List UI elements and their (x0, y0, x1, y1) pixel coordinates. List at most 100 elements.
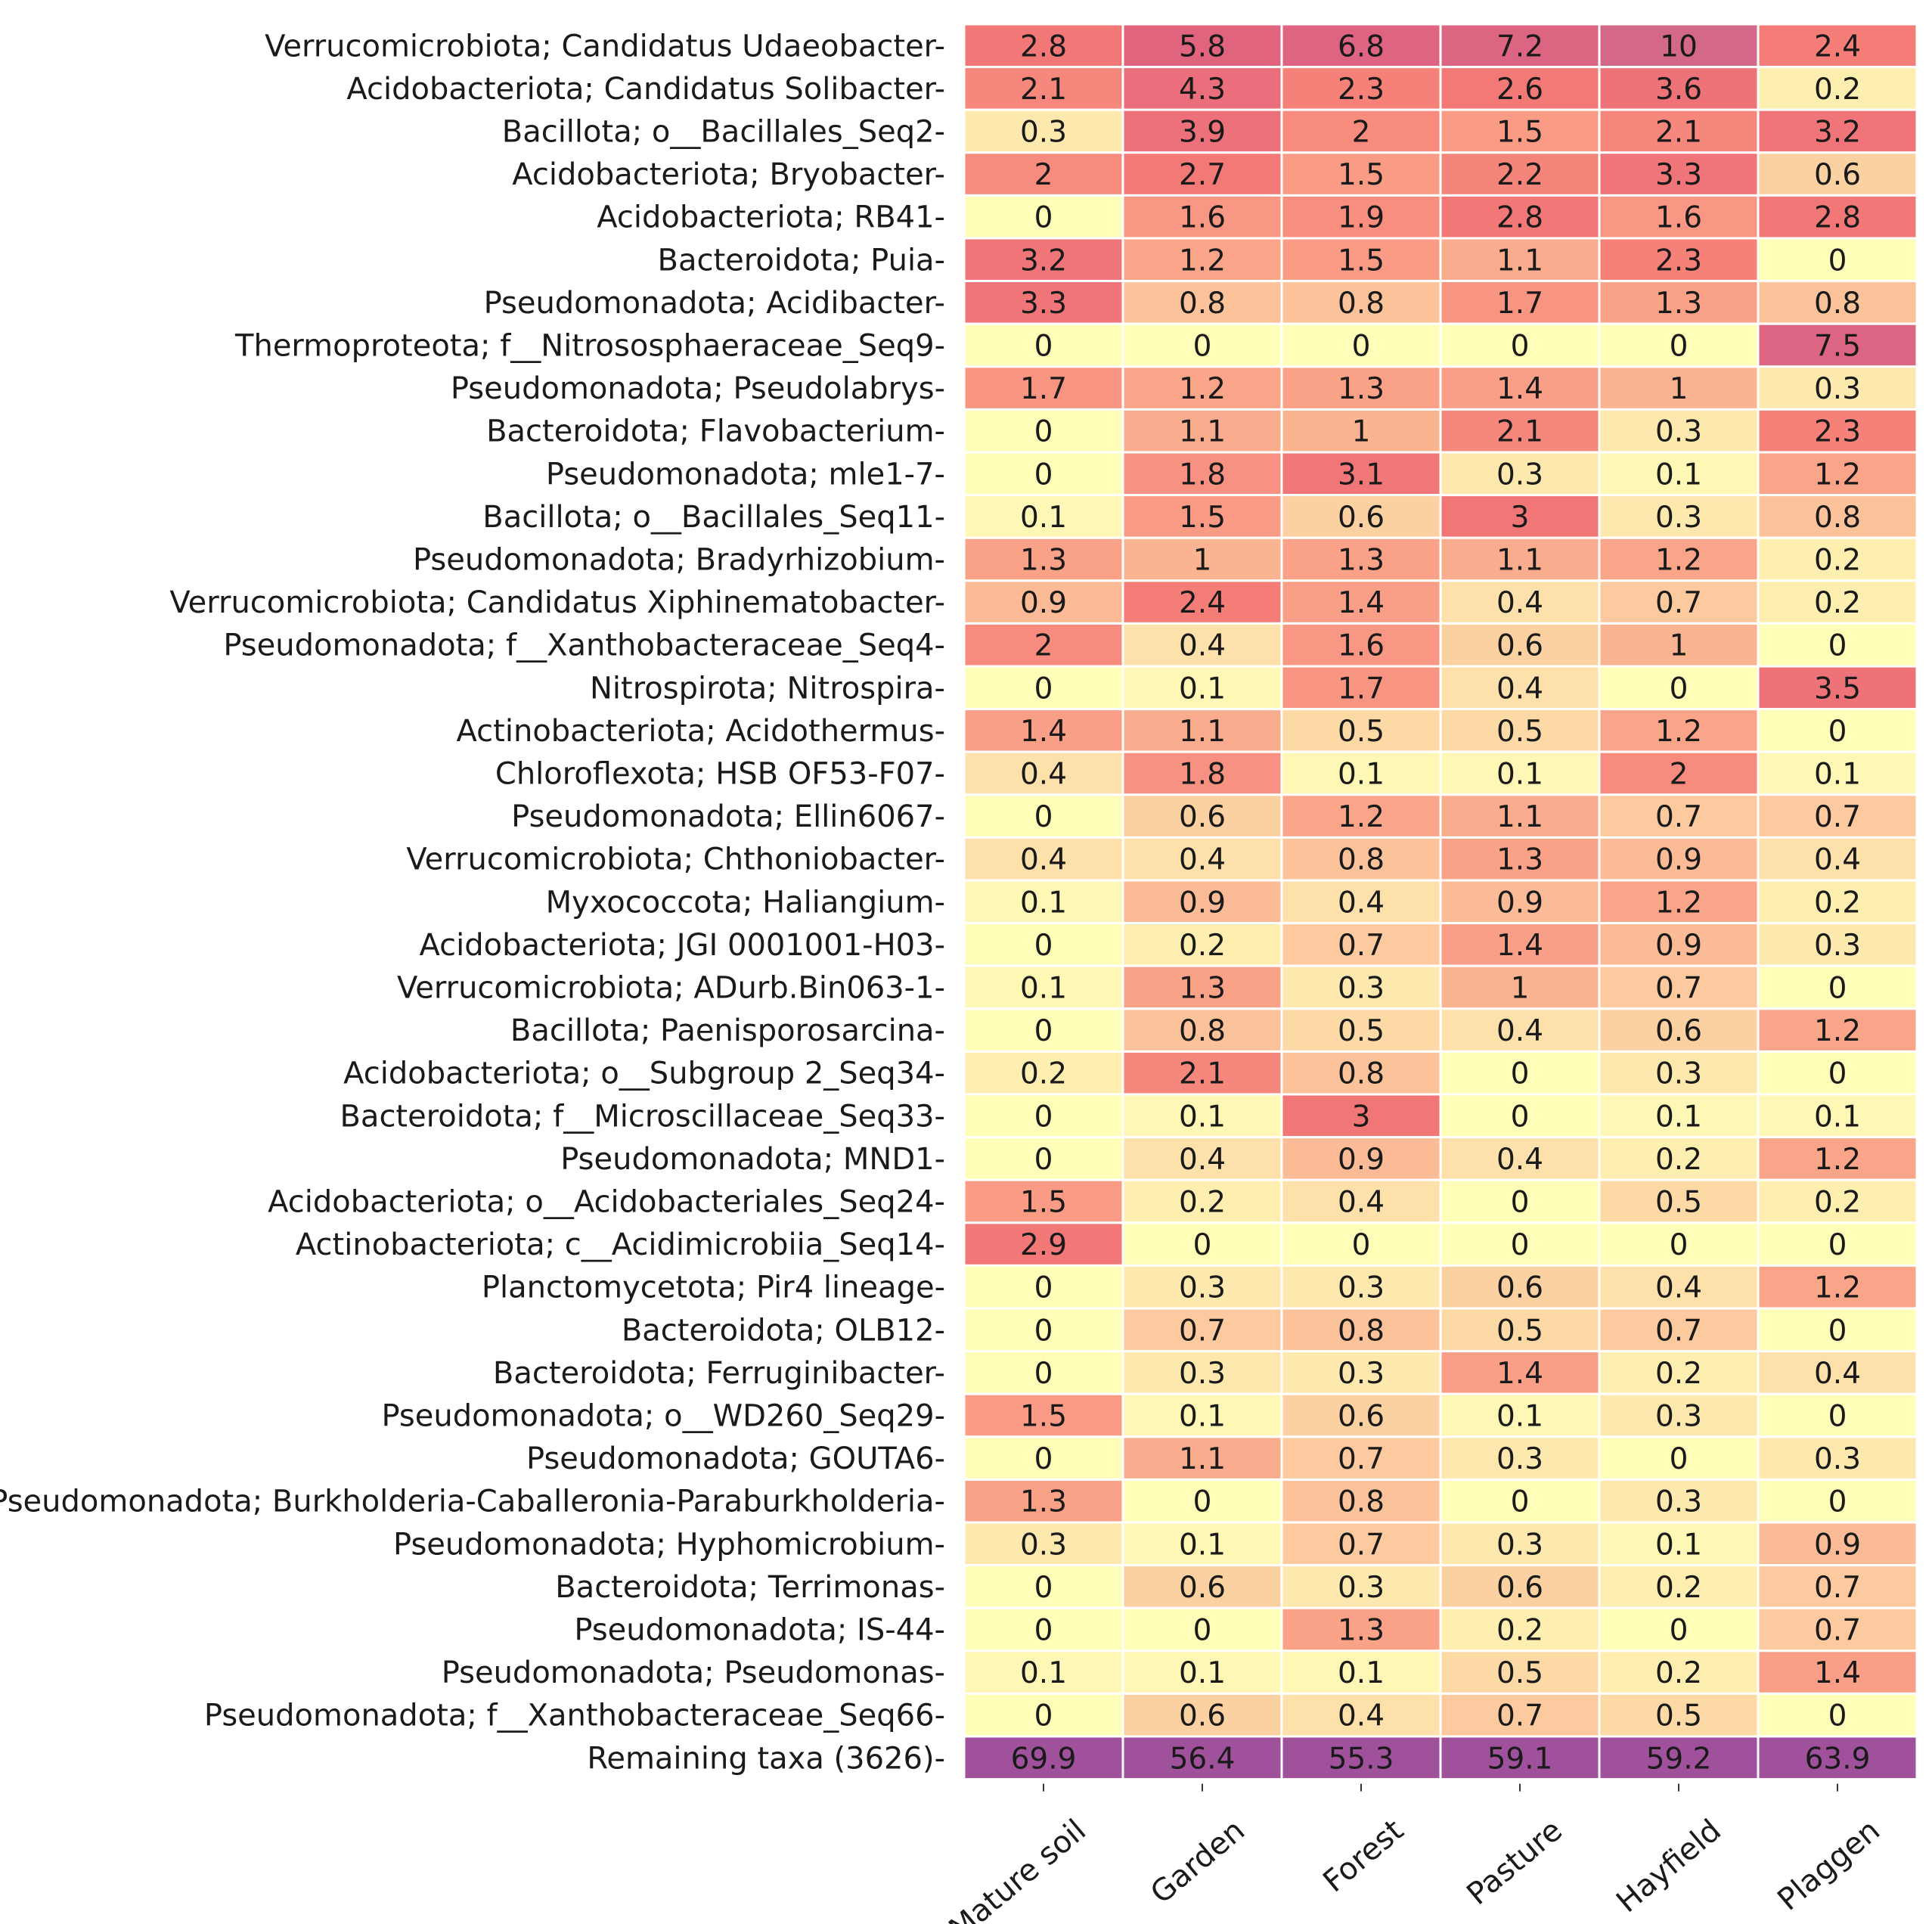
cell-value-label: 0.4 (1496, 1143, 1543, 1177)
cell-value-label: 7.5 (1814, 330, 1861, 364)
heatmap-row: Acidobacteriota; Candidatus Solibacter- 2… (346, 66, 1918, 111)
heatmap-cell (1439, 1392, 1601, 1438)
cell-value-label: 0.4 (1655, 1271, 1702, 1305)
heatmap-cell (1757, 1221, 1918, 1267)
cell-value-label: 0.3 (1338, 1571, 1385, 1605)
cell-value-label: 0.2 (1814, 73, 1861, 107)
cell-value-label: 0 (1352, 1228, 1371, 1262)
heatmap-cell (1757, 23, 1918, 69)
cell-value-label: 0 (1034, 1314, 1053, 1348)
row-label: Verrucomicrobiota; ADurb.Bin063-1- (397, 971, 945, 1006)
heatmap-row: Bacteroidota; Puia- 3.2 1.2 1.5 1.1 2.3 0 (658, 237, 1918, 283)
heatmap-row: Pseudomonadota; MND1- 0 0.4 0.9 0.4 0.2 1.2 (560, 1136, 1918, 1181)
cell-value-label: 1.3 (1338, 544, 1385, 578)
heatmap-cell (1280, 1050, 1442, 1096)
heatmap-row: Thermoproteota; f__Nitrososphaeraceae_Se… (234, 322, 1918, 368)
heatmap-cell (1439, 1007, 1601, 1053)
cell-value-label: 3 (1511, 501, 1530, 535)
heatmap-cell (1280, 1392, 1442, 1438)
column-label: Mature soil (942, 1813, 1092, 1924)
cell-value-label: 1.6 (1179, 201, 1226, 235)
heatmap-cell (1598, 1692, 1760, 1738)
heatmap-cell (1598, 1264, 1760, 1310)
cell-value-label: 0 (1352, 330, 1371, 364)
heatmap-row: Pseudomonadota; f__Xanthobacteraceae_Seq… (223, 622, 1918, 668)
heatmap-cell (1280, 322, 1442, 368)
cell-value-label: 0 (1670, 672, 1689, 706)
cell-value-label: 0.9 (1655, 929, 1702, 963)
row-label: Pseudomonadota; Ellin6067- (511, 799, 945, 834)
cell-value-label: 0.6 (1496, 1571, 1543, 1605)
heatmap-cell (963, 536, 1124, 582)
heatmap-cell (963, 1050, 1124, 1096)
heatmap-cell (1280, 579, 1442, 625)
cell-value-label: 0.1 (1814, 758, 1861, 792)
heatmap-cell (963, 579, 1124, 625)
heatmap-cell (1757, 1264, 1918, 1310)
cell-value-label: 1 (1352, 415, 1371, 449)
row-label: Acidobacteriota; o__Acidobacteriales_Seq… (268, 1185, 945, 1220)
cell-value-label: 5.8 (1179, 29, 1226, 64)
cell-value-label: 0 (1034, 201, 1053, 235)
cell-value-label: 1.3 (1020, 544, 1067, 578)
heatmap-row: Bacteroidota; Flavobacterium- 0 1.1 1 2.1 0.3… (486, 408, 1918, 454)
cell-value-label: 1.2 (1338, 800, 1385, 834)
heatmap-cell (963, 1435, 1124, 1481)
cell-value-label: 0 (1670, 330, 1689, 364)
heatmap-cell (963, 151, 1124, 197)
heatmap-cell (1121, 108, 1283, 154)
cell-value-label: 0.9 (1814, 1528, 1861, 1562)
heatmap-cell (1598, 1392, 1760, 1438)
cell-value-label: 0.3 (1814, 372, 1861, 406)
heatmap-cell (1598, 1564, 1760, 1609)
cell-value-label: 0.6 (1496, 1271, 1543, 1305)
cell-value-label: 0.6 (1655, 1014, 1702, 1048)
heatmap-row: Pseudomonadota; Hyphomicrobium- 0.3 0.1 0.7… (393, 1521, 1918, 1567)
cell-value-label: 0.7 (1338, 1442, 1385, 1476)
cell-value-label: 1.6 (1655, 201, 1702, 235)
heatmap-cell (1757, 1435, 1918, 1481)
cell-value-label: 1.4 (1496, 372, 1543, 406)
heatmap-cell (1598, 536, 1760, 582)
heatmap-cell (1439, 1050, 1601, 1096)
cell-value-label: 1.2 (1814, 1143, 1861, 1177)
heatmap-row: Verrucomicrobiota; Candidatus Xiphinemat… (169, 579, 1918, 625)
cell-value-label: 0.3 (1338, 1271, 1385, 1305)
row-label: Pseudomonadota; GOUTA6- (526, 1441, 945, 1476)
heatmap-cell (1757, 579, 1918, 625)
cell-value-label: 0.8 (1338, 843, 1385, 877)
heatmap-cell (1757, 622, 1918, 668)
heatmap-cell (1439, 1435, 1601, 1481)
cell-value-label: 1.2 (1179, 244, 1226, 278)
cell-value-label: 0 (1034, 415, 1053, 449)
cell-value-label: 0.7 (1338, 929, 1385, 963)
cell-value-label: 0 (1828, 629, 1847, 663)
heatmap-cell (1121, 922, 1283, 967)
heatmap-cell (1121, 964, 1283, 1010)
heatmap-cell (1757, 879, 1918, 925)
cell-value-label: 0.2 (1655, 1656, 1702, 1690)
heatmap-cell (1598, 151, 1760, 197)
cell-value-label: 2.8 (1496, 201, 1543, 235)
cell-value-label: 0.4 (1814, 1357, 1861, 1391)
cell-value-label: 1 (1193, 544, 1212, 578)
heatmap-row-remaining: Remaining taxa (3626)- 69.9 56.4 55.3 59.1 59… (587, 1735, 1918, 1781)
heatmap-cell (963, 280, 1124, 325)
heatmap-cell (1121, 1392, 1283, 1438)
cell-value-label: 4.3 (1179, 73, 1226, 107)
cell-value-label: 0.1 (1020, 1656, 1067, 1690)
cell-value-label: 3 (1352, 1100, 1371, 1134)
heatmap-cell (1439, 1136, 1601, 1181)
cell-value-label: 0.3 (1179, 1271, 1226, 1305)
heatmap-cell (963, 494, 1124, 539)
heatmap-cell (963, 1521, 1124, 1567)
heatmap-cell (1121, 1649, 1283, 1695)
cell-value-label: 0 (1034, 672, 1053, 706)
heatmap-cell (1280, 1350, 1442, 1395)
cell-value-label: 0.8 (1338, 1314, 1385, 1348)
heatmap-row: Pseudomonadota; Bradyrhizobium- 1.3 1 1.3 1.… (413, 536, 1918, 582)
row-label: Pseudomonadota; IS-44- (574, 1613, 945, 1648)
cell-value-label: 2.8 (1020, 29, 1067, 64)
heatmap-row: Pseudomonadota; Ellin6067- 0 0.6 1.2 1.1 0.7 0… (511, 793, 1918, 839)
cell-value-label: 1.2 (1655, 715, 1702, 749)
